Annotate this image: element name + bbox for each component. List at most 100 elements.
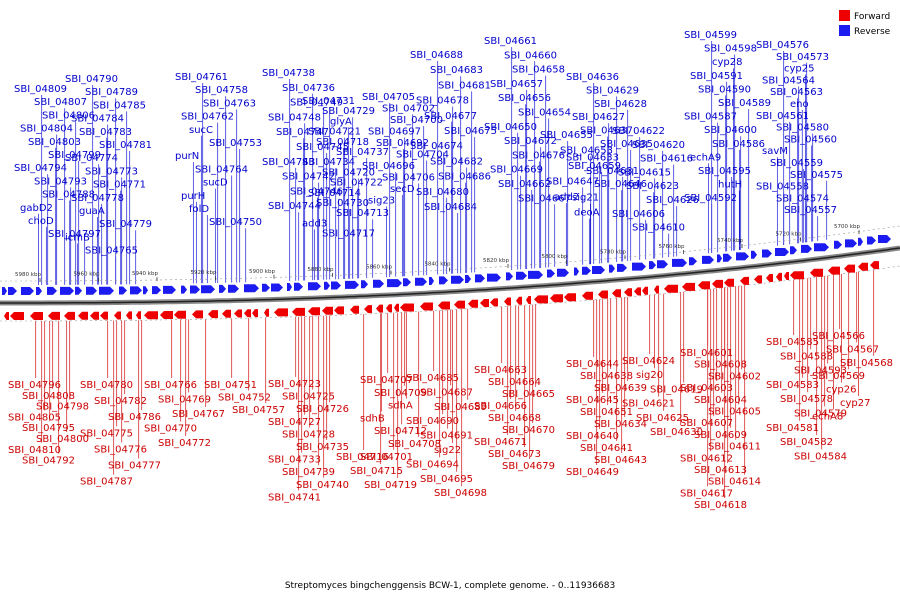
gene-label: SBI_04641 (580, 443, 633, 454)
gene-label: SBI_04589 (718, 98, 771, 109)
gene-label: SBI_04740 (296, 480, 349, 491)
gene-label: SBI_04633 (566, 152, 619, 163)
gene-label: SBI_04745 (296, 142, 349, 153)
gene-label: SBI_04744 (268, 201, 321, 212)
gene-label: SBI_04607 (680, 418, 733, 429)
gene-label: SBI_04701 (360, 452, 413, 463)
gene-label: SBI_04729 (322, 106, 375, 117)
gene-label: sig22 (434, 445, 461, 456)
gene-label: SBI_04669 (490, 165, 543, 176)
gene-label: SBI_04709 (374, 388, 427, 399)
gene-label: SBI_04601 (680, 348, 733, 359)
gene-label: SBI_04800 (36, 434, 89, 445)
forward-gene-arrow (438, 301, 450, 310)
reverse-gene-arrow (75, 286, 82, 295)
forward-gene-arrow (126, 311, 132, 320)
gene-label: SBI_04731 (302, 96, 355, 107)
gene-label: SBI_04621 (622, 399, 675, 410)
gene-label: SBI_04803 (28, 137, 81, 148)
gene-label: SBI_04656 (498, 93, 551, 104)
gene-label: SBI_04579 (794, 409, 847, 420)
gene-label: add2 (554, 192, 579, 203)
gene-label: SBI_04746 (290, 186, 343, 197)
scale-tick-label: 5700 kbp (834, 224, 860, 230)
gene-label: SBI_04591 (690, 71, 743, 82)
gene-label: SBI_04721 (308, 127, 361, 138)
reverse-gene-arrow (429, 277, 434, 285)
gene-label: SBI_04639 (594, 383, 647, 394)
forward-gene-arrow (598, 290, 608, 299)
gene-label: SBI_04684 (424, 202, 477, 213)
gene-label: SBI_04778 (71, 193, 124, 204)
gene-label: SBI_04807 (34, 97, 87, 108)
gene-label: SBI_04686 (438, 172, 491, 183)
gene-label: SBI_04654 (518, 108, 571, 119)
forward-gene-arrow (828, 266, 840, 275)
scale-tick-label: 5780 kbp (600, 249, 626, 255)
reverse-gene-arrow (717, 254, 722, 263)
gene-label: SBI_04737 (336, 147, 389, 158)
gene-label: SBI_04606 (612, 209, 665, 220)
gene-label: SBI_04806 (42, 110, 95, 121)
gene-label: SBI_04714 (308, 188, 361, 199)
gene-label: SBI_04780 (80, 380, 133, 391)
reverse-gene-arrow (8, 287, 17, 295)
gene-label: SBI_04564 (762, 75, 815, 86)
gene-label: SBI_04651 (580, 407, 633, 418)
gene-label: glyA (330, 116, 352, 127)
reverse-gene-arrow (475, 274, 485, 283)
scale-tick-label: 5860 kbp (366, 264, 392, 270)
forward-gene-arrow (740, 276, 749, 285)
gene-label: SBI_04750 (209, 217, 262, 228)
gene-label: SBI_04797 (48, 229, 101, 240)
forward-gene-arrow (174, 310, 186, 319)
gene-label: SBI_04602 (708, 371, 761, 382)
forward-gene-arrow (160, 311, 173, 319)
reverse-gene-arrow (228, 284, 239, 293)
forward-gene-arrow (136, 311, 141, 320)
gene-label: SBI_04688 (410, 50, 463, 61)
gene-label: SBI_04626 (646, 195, 699, 206)
gene-label: SBI_04653 (560, 146, 613, 157)
reverse-gene-arrow (415, 277, 427, 286)
gene-label: SBI_04706 (382, 173, 435, 184)
reverse-gene-arrow (736, 252, 749, 261)
gene-label: sucD (203, 178, 228, 189)
gene-label: SBI_04790 (65, 74, 118, 85)
gene-label: SBI_04585 (766, 337, 819, 348)
forward-gene-arrow (234, 309, 242, 318)
gene-label: SBI_04718 (316, 137, 369, 148)
gene-label: SBI_04569 (812, 371, 865, 382)
reverse-gene-arrow (617, 263, 627, 272)
scale-ticks: 5980 kbp 5960 kbp 5940 kbp 5920 kbp 5900 kbp… (15, 224, 860, 282)
reverse-gene-arrow (331, 281, 341, 290)
forward-gene-arrow (504, 297, 511, 306)
gene-label: SBI_04620 (632, 140, 685, 151)
gene-label: SBI_04792 (22, 456, 75, 467)
gene-label: SBI_04574 (776, 193, 829, 204)
gene-label: SBI_04728 (282, 429, 335, 440)
gene-label: SBI_04646 (594, 179, 647, 190)
gene-label: SBI_04770 (144, 424, 197, 435)
gene-label: SBI_04582 (780, 437, 833, 448)
gene-label: SBI_04628 (594, 99, 647, 110)
gene-label: SBI_04694 (406, 459, 459, 470)
reverse-gene-arrow (867, 236, 876, 245)
reverse-gene-arrow (858, 237, 863, 246)
reverse-gene-arrow (36, 287, 42, 295)
forward-gene-arrow (64, 311, 75, 320)
gene-label: SBI_04784 (71, 114, 124, 125)
gene-label: SBI_04787 (80, 477, 133, 488)
scale-tick-label: 5960 kbp (74, 272, 100, 278)
gene-label: SBI_04622 (612, 126, 665, 137)
gene-label: SBI_04773 (85, 166, 138, 177)
forward-gene-arrow (4, 312, 9, 320)
forward-gene-arrow (144, 311, 158, 320)
reverse-gene-arrow (387, 279, 402, 288)
gene-label: SBI_04798 (36, 402, 89, 413)
gene-label: SBI_04772 (158, 438, 211, 449)
reverse-gene-arrow (451, 275, 464, 284)
gene-label: SBI_04595 (698, 166, 751, 177)
reverse-gene-arrow (751, 250, 757, 259)
